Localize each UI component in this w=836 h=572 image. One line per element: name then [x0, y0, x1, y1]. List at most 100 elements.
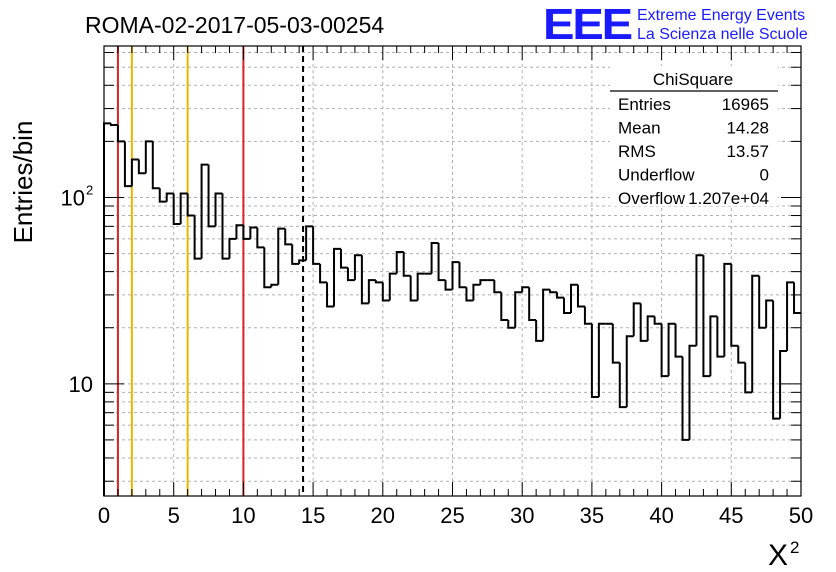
histogram-bin — [319, 263, 328, 284]
histogram-bin — [305, 225, 314, 261]
histogram-bin — [744, 362, 753, 394]
histogram-bin — [270, 283, 279, 288]
histogram-bin — [284, 228, 293, 246]
histogram-bin — [109, 123, 118, 126]
histogram-bin — [172, 193, 181, 226]
histogram-bin — [521, 286, 530, 293]
histogram-bin — [758, 275, 767, 329]
histogram-bin — [326, 282, 335, 308]
histogram-bin — [535, 320, 544, 342]
histogram-bin — [660, 323, 669, 378]
histogram-bin — [395, 250, 404, 274]
histogram-bin — [786, 281, 795, 352]
histogram-bin — [493, 280, 502, 294]
x-tick-label: 10 — [231, 503, 255, 528]
marker-lines — [116, 46, 305, 496]
histogram-bin — [772, 300, 781, 420]
histogram-bin — [444, 280, 453, 291]
stats-row-value: 14.28 — [726, 119, 769, 138]
y-tick-label: 10 — [69, 372, 93, 397]
histogram-bin — [514, 291, 523, 328]
chart-title: ROMA-02-2017-05-03-00254 — [85, 12, 384, 38]
histogram-bin — [291, 244, 300, 265]
histogram-bin — [367, 279, 376, 304]
histogram-bin — [381, 282, 390, 302]
histogram-bin — [430, 241, 439, 274]
histogram-bin — [709, 315, 718, 377]
histogram-bin — [235, 224, 244, 239]
histogram-bin — [583, 306, 592, 325]
histogram-bin — [542, 288, 551, 341]
histogram-bin — [388, 272, 397, 301]
x-tick-label: 25 — [440, 503, 464, 528]
stats-row-label: Mean — [618, 119, 661, 138]
histogram-bin — [137, 159, 146, 175]
histogram-bin — [207, 164, 216, 228]
histogram-bin — [618, 362, 627, 409]
histogram-bin — [597, 322, 606, 397]
histogram-bin — [793, 282, 801, 314]
histogram-bin — [702, 255, 711, 378]
logo-text: EEE — [543, 0, 632, 49]
histogram-bin — [374, 280, 383, 284]
histogram-bin — [228, 237, 237, 259]
histogram-bin — [549, 289, 558, 294]
histogram-bin — [263, 247, 272, 289]
histogram-bin — [590, 323, 599, 398]
histogram-bin — [151, 141, 160, 190]
histogram-bin — [730, 263, 739, 347]
histogram-bin — [200, 163, 209, 259]
histogram-bin — [277, 227, 286, 285]
histogram-bin — [214, 192, 223, 227]
stats-row-value: 1.207e+04 — [688, 189, 769, 208]
histogram-bin — [723, 262, 732, 357]
histogram-bin — [611, 323, 620, 364]
histogram-bin — [339, 248, 348, 269]
histogram-bin — [632, 302, 641, 337]
y-axis-label: Entries/bin — [8, 121, 38, 244]
histogram-bin — [123, 141, 132, 188]
histogram-bin — [556, 292, 565, 299]
histogram-bin — [751, 274, 760, 393]
histogram-bin — [402, 251, 411, 277]
histogram-bin — [674, 323, 683, 358]
stats-rows: Entries 16965 Mean 14.28 RMS 13.57 Underflow 0 O… — [618, 95, 769, 208]
histogram-bin — [667, 322, 676, 377]
histogram-bin — [737, 345, 746, 364]
histogram-bin — [346, 267, 355, 282]
histogram-bin — [116, 124, 125, 143]
stats-row-value: 0 — [760, 166, 769, 185]
x-axis-label-symbol: Χ — [768, 539, 788, 572]
histogram-bin — [179, 192, 188, 225]
x-axis-label: Χ 2 — [768, 538, 799, 572]
histogram-bin — [158, 188, 167, 203]
histogram-bin — [716, 316, 725, 358]
histogram-bin — [576, 284, 585, 308]
histogram-bin — [688, 344, 697, 440]
histogram-bin — [625, 335, 634, 408]
stats-box: ChiSquare Entries 16965 Mean 14.28 RMS 13.57 U… — [610, 66, 778, 208]
histogram-bin — [569, 283, 578, 313]
histogram-bin — [312, 226, 321, 265]
x-tick-label: 0 — [98, 503, 110, 528]
histogram-bin — [165, 192, 174, 202]
logo-line2: La Scienza nelle Scuole — [637, 26, 808, 43]
eee-logo: EEE Extreme Energy Events La Scienza nel… — [543, 0, 808, 49]
histogram-bin — [507, 320, 516, 329]
histogram-bin — [639, 303, 648, 342]
x-tick-label: 30 — [510, 503, 534, 528]
histogram-bin — [765, 299, 774, 328]
histogram-bin — [360, 255, 369, 305]
x-tick-label: 15 — [301, 503, 325, 528]
histogram-bin — [437, 242, 446, 282]
histogram-bin — [646, 315, 655, 341]
histogram-bin — [479, 279, 488, 285]
histogram-bin — [653, 316, 662, 325]
y-tick-label: 10 — [61, 185, 85, 210]
histogram-bin — [249, 226, 258, 239]
histogram-bin — [472, 283, 481, 301]
histogram-bin — [193, 215, 202, 260]
histogram — [103, 122, 801, 496]
